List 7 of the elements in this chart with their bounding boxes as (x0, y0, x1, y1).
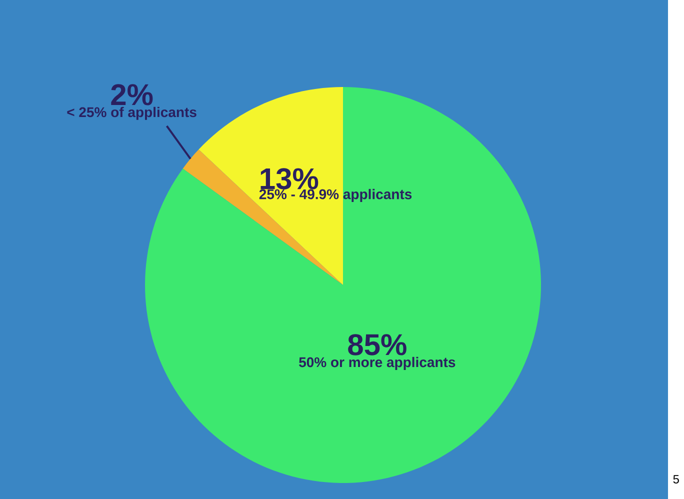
data-label: 85% (348, 334, 406, 356)
slice-label: 25% - 49.9% applicants (259, 188, 412, 202)
slice-label: 50% or more applicants (299, 356, 456, 370)
text: 5 (673, 475, 679, 484)
data-label: 13% (260, 168, 318, 190)
data-label: 2% (111, 84, 153, 106)
slice-label: < 25% of applicants (67, 106, 196, 120)
